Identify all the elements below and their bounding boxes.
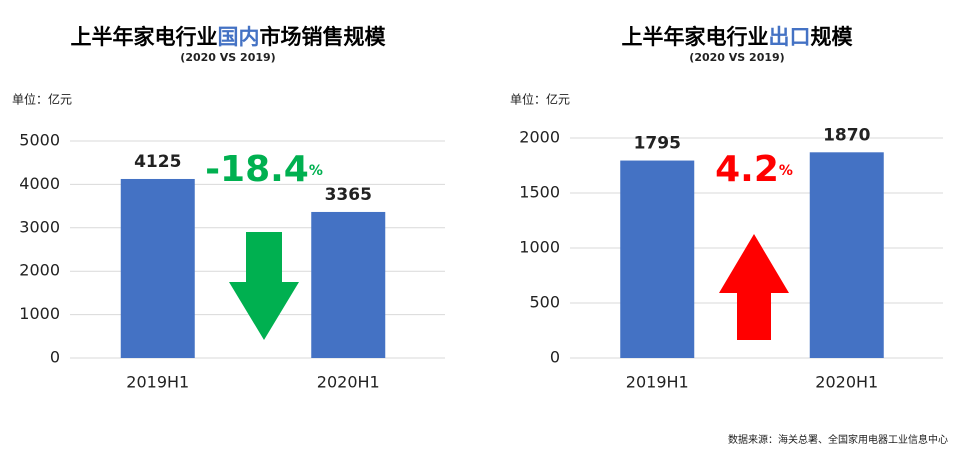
value-label: 1870 xyxy=(823,125,870,145)
y-tick-label: 5000 xyxy=(19,131,60,150)
bar xyxy=(620,160,695,358)
y-tick-label: 500 xyxy=(529,293,560,312)
change-label: -18.4% xyxy=(205,149,323,190)
chart-subtitle: (2020 VS 2019) xyxy=(689,51,784,64)
value-label: 4125 xyxy=(134,152,181,172)
change-arrow xyxy=(719,234,789,340)
y-tick-label: 2000 xyxy=(19,261,60,280)
x-tick-label: 2020H1 xyxy=(815,373,878,392)
change-value: -18.4 xyxy=(205,149,309,190)
source-note: 数据来源：海关总署、全国家用电器工业信息中心 xyxy=(728,433,948,446)
unit-label: 单位：亿元 xyxy=(510,92,570,107)
x-tick-label: 2019H1 xyxy=(126,373,189,392)
x-tick-label: 2020H1 xyxy=(317,373,380,392)
x-tick-label: 2019H1 xyxy=(626,373,689,392)
value-label: 1795 xyxy=(634,134,681,154)
y-tick-label: 1500 xyxy=(519,183,560,202)
y-tick-label: 1000 xyxy=(519,238,560,257)
change-value: 4.2 xyxy=(715,149,779,190)
chart-subtitle: (2020 VS 2019) xyxy=(180,51,275,64)
change-unit: % xyxy=(309,163,323,179)
change-label: 4.2% xyxy=(715,149,793,190)
y-tick-label: 2000 xyxy=(519,128,560,147)
change-arrow xyxy=(229,232,299,340)
bar xyxy=(311,211,386,358)
title-part: 规模 xyxy=(811,25,854,49)
change-unit: % xyxy=(779,163,793,179)
y-tick-label: 4000 xyxy=(19,174,60,193)
y-tick-label: 0 xyxy=(550,348,560,367)
y-tick-label: 0 xyxy=(50,348,60,367)
title-part: 上半年家电行业 xyxy=(622,25,769,49)
title-part: 国内 xyxy=(218,25,260,49)
bar xyxy=(120,178,195,358)
chart-title: 上半年家电行业国内市场销售规模 xyxy=(71,25,387,49)
y-tick-label: 1000 xyxy=(19,304,60,323)
unit-label: 单位：亿元 xyxy=(12,92,72,107)
title-part: 出口 xyxy=(769,25,811,49)
title-part: 市场销售规模 xyxy=(260,25,387,49)
bar xyxy=(809,152,884,358)
value-label: 3365 xyxy=(325,185,372,205)
y-tick-label: 3000 xyxy=(19,217,60,236)
chart-title: 上半年家电行业出口规模 xyxy=(622,25,854,49)
title-part: 上半年家电行业 xyxy=(71,25,218,49)
